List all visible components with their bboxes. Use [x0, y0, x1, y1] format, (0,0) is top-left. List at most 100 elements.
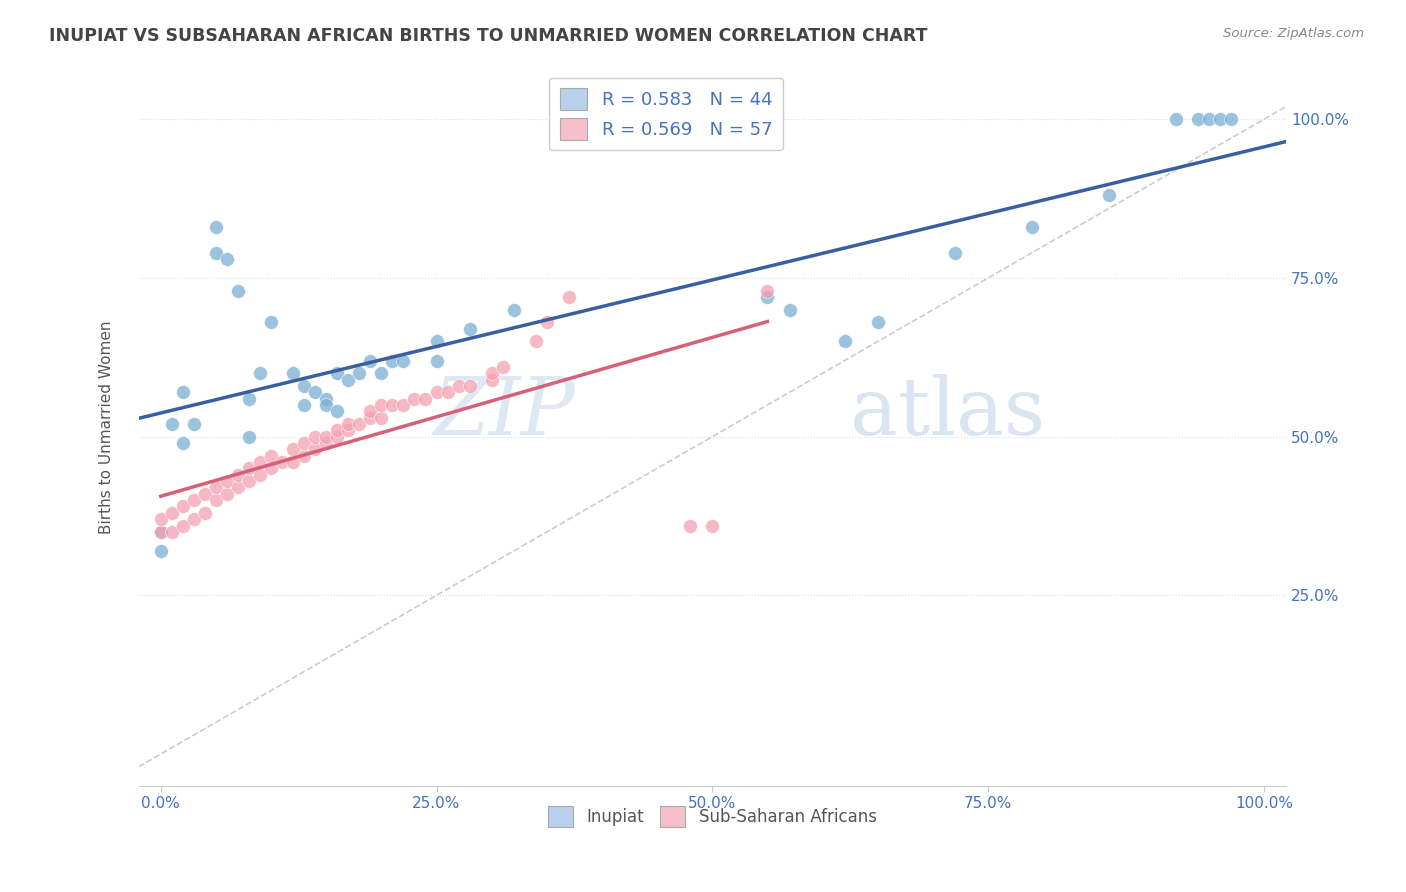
Point: [756, 284, 779, 298]
Point: [149, 512, 172, 526]
Point: [326, 430, 349, 444]
Point: [370, 410, 392, 425]
Point: [326, 423, 349, 437]
Point: [349, 417, 371, 431]
Point: [381, 353, 404, 368]
Point: [205, 480, 228, 494]
Point: [349, 366, 371, 380]
Point: [281, 442, 304, 457]
Point: [183, 417, 205, 431]
Point: [1198, 112, 1220, 127]
Point: [183, 493, 205, 508]
Point: [315, 392, 337, 406]
Point: [524, 334, 547, 349]
Point: [238, 430, 260, 444]
Point: [304, 385, 326, 400]
Point: [458, 379, 481, 393]
Point: [183, 512, 205, 526]
Point: [271, 455, 294, 469]
Point: [756, 290, 779, 304]
Point: [205, 493, 228, 508]
Point: [359, 404, 381, 418]
Point: [281, 366, 304, 380]
Point: [260, 461, 283, 475]
Point: [260, 315, 283, 329]
Point: [281, 455, 304, 469]
Point: [249, 467, 271, 482]
Point: [215, 474, 238, 488]
Point: [425, 353, 447, 368]
Point: [315, 430, 337, 444]
Point: [260, 449, 283, 463]
Point: [1187, 112, 1209, 127]
Point: [160, 524, 183, 539]
Point: [292, 398, 315, 412]
Point: [481, 366, 503, 380]
Point: [249, 455, 271, 469]
Point: [558, 290, 581, 304]
Point: [943, 245, 966, 260]
Point: [834, 334, 856, 349]
Point: [425, 334, 447, 349]
Point: [481, 373, 503, 387]
Point: [172, 518, 194, 533]
Point: [359, 353, 381, 368]
Point: [238, 392, 260, 406]
Point: [149, 544, 172, 558]
Point: [337, 423, 360, 437]
Point: [415, 392, 437, 406]
Point: [160, 417, 183, 431]
Point: [392, 398, 415, 412]
Text: atlas: atlas: [851, 374, 1045, 452]
Point: [337, 417, 360, 431]
Point: [1098, 188, 1121, 202]
Legend: Inupiat, Sub-Saharan Africans: Inupiat, Sub-Saharan Africans: [540, 797, 886, 835]
Point: [215, 487, 238, 501]
Point: [370, 398, 392, 412]
Point: [292, 436, 315, 450]
Point: [779, 302, 801, 317]
Point: [502, 302, 524, 317]
Point: [679, 518, 702, 533]
Point: [304, 442, 326, 457]
Text: Source: ZipAtlas.com: Source: ZipAtlas.com: [1223, 27, 1364, 40]
Point: [292, 449, 315, 463]
Point: [205, 220, 228, 235]
Point: [436, 385, 458, 400]
Point: [425, 385, 447, 400]
Point: [172, 500, 194, 514]
Point: [370, 366, 392, 380]
Point: [238, 474, 260, 488]
Point: [215, 252, 238, 266]
Point: [447, 379, 470, 393]
Point: [194, 506, 217, 520]
Text: ZIP: ZIP: [433, 374, 575, 451]
Point: [337, 373, 360, 387]
Point: [149, 524, 172, 539]
Point: [304, 430, 326, 444]
Point: [238, 461, 260, 475]
Point: [326, 366, 349, 380]
Point: [194, 487, 217, 501]
Point: [172, 436, 194, 450]
Point: [1219, 112, 1241, 127]
Point: [315, 398, 337, 412]
Point: [292, 379, 315, 393]
Point: [326, 404, 349, 418]
Point: [392, 353, 415, 368]
Point: [702, 518, 724, 533]
Point: [205, 245, 228, 260]
Point: [172, 385, 194, 400]
Point: [149, 524, 172, 539]
Point: [458, 322, 481, 336]
Point: [536, 315, 558, 329]
Point: [249, 366, 271, 380]
Y-axis label: Births to Unmarried Women: Births to Unmarried Women: [100, 320, 114, 534]
Text: INUPIAT VS SUBSAHARAN AFRICAN BIRTHS TO UNMARRIED WOMEN CORRELATION CHART: INUPIAT VS SUBSAHARAN AFRICAN BIRTHS TO …: [49, 27, 928, 45]
Point: [1209, 112, 1232, 127]
Point: [1021, 220, 1043, 235]
Point: [381, 398, 404, 412]
Point: [315, 436, 337, 450]
Point: [1164, 112, 1187, 127]
Point: [226, 467, 249, 482]
